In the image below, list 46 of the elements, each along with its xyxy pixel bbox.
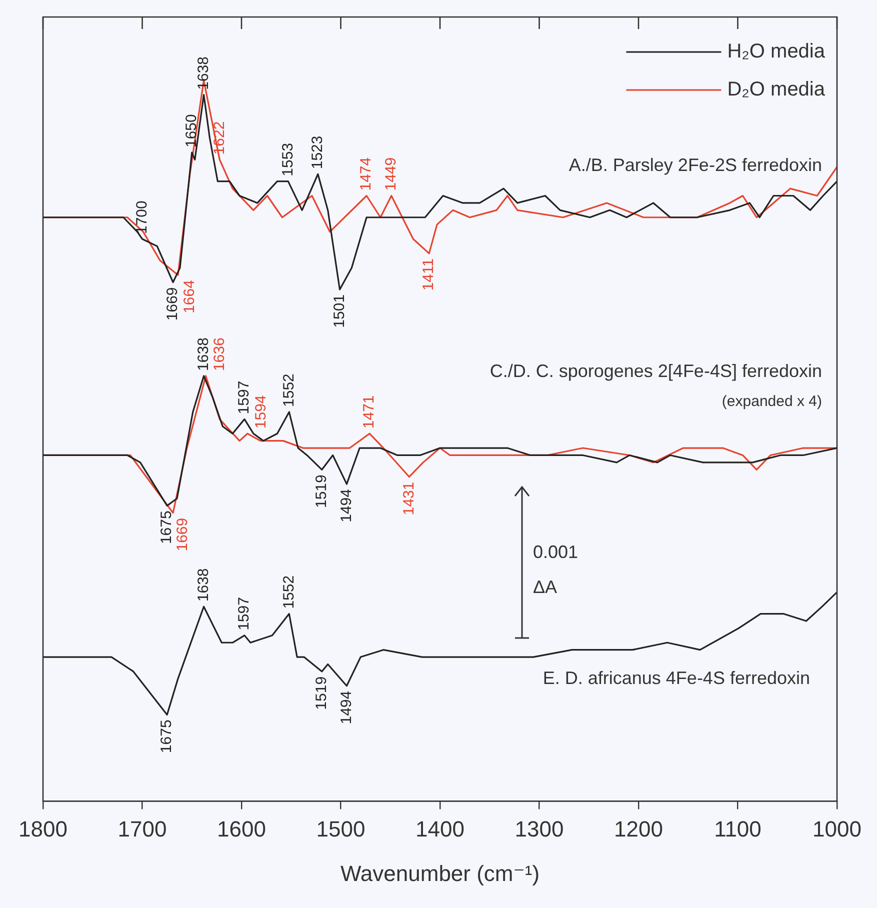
annotation: 1552	[280, 575, 298, 609]
annotation: 1638	[194, 56, 212, 90]
annotation: 1594	[252, 395, 270, 429]
annotation: A./B. Parsley 2Fe-2S ferredoxin	[568, 154, 822, 175]
annotation: 1523	[309, 136, 326, 170]
annotation: 1431	[400, 482, 418, 516]
annotation: 1519	[313, 474, 330, 508]
x-tick-label: 1600	[217, 816, 266, 842]
annotation: 1669	[164, 287, 182, 321]
x-tick-label: 1700	[118, 816, 167, 842]
annotation: 1650	[183, 114, 200, 148]
annotation: 1597	[236, 597, 253, 630]
annotation: 1636	[210, 338, 228, 371]
annotation: 1597	[236, 380, 253, 414]
annotation: 1700	[133, 200, 150, 234]
x-tick-label: 1200	[614, 816, 663, 842]
annotation: 1664	[181, 280, 198, 314]
annotation: (expanded x 4)	[722, 393, 822, 410]
x-tick-label: 1100	[714, 816, 762, 842]
annotation: 1501	[330, 294, 348, 328]
annotation: 1411	[420, 258, 438, 291]
annotation: 1553	[279, 142, 296, 176]
x-tick-label: 1300	[514, 816, 564, 842]
annotation: 1675	[158, 510, 176, 544]
annotation: 1474	[358, 157, 375, 191]
x-tick-label: 1000	[812, 816, 862, 842]
legend-label: D₂O media	[727, 78, 826, 101]
annotation: 1675	[158, 720, 176, 754]
annotation: 1552	[280, 374, 298, 407]
annotation: 0.001	[533, 542, 578, 562]
annotation: 1638	[194, 338, 212, 371]
annotation: 1471	[360, 395, 378, 429]
x-tick-label: 1400	[416, 816, 464, 842]
x-tick-label: 1500	[316, 816, 366, 842]
x-tick-label: 1800	[18, 816, 68, 842]
legend-label: H₂O media	[727, 40, 826, 63]
annotation: 1519	[313, 676, 330, 710]
x-axis-title: Wavenumber (cm⁻¹)	[340, 860, 540, 886]
annotation: ΔA	[533, 576, 558, 597]
annotation: 1669	[174, 518, 192, 552]
annotation: 1638	[194, 568, 212, 602]
annotation: C./D. C. sporogenes 2[4Fe-4S] ferredoxin	[490, 360, 822, 381]
annotation: E. D. africanus 4Fe-4S ferredoxin	[542, 668, 810, 688]
annotation: 1494	[338, 690, 355, 724]
annotation: 1449	[382, 157, 400, 191]
annotation: 1494	[338, 489, 355, 522]
